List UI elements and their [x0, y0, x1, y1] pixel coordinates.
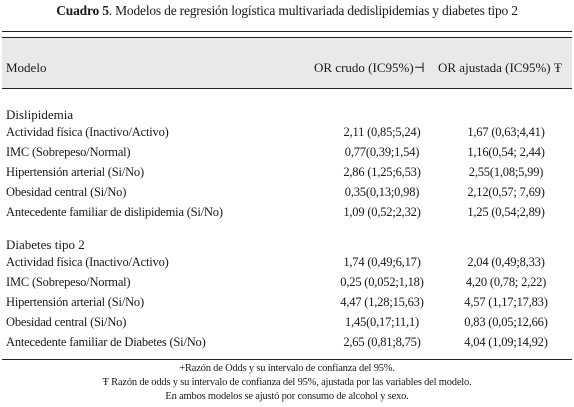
- table-row: Actividad física (Inactivo/Activo) 1,74 …: [2, 253, 572, 273]
- row-or-ajustada: 1,67 (0,63;4,41): [467, 125, 545, 139]
- row-or-crudo: 1,09 (0,52;2,32): [343, 205, 421, 219]
- caption-number: Cuadro 5: [56, 3, 109, 18]
- section-title-dislipidemia: Dislipidemia: [6, 107, 74, 122]
- row-or-ajustada: 0,83 (0,05;12,66): [464, 315, 548, 329]
- table-row: Actividad física (Inactivo/Activo) 2,11 …: [2, 123, 572, 143]
- header-or-ajustada: OR ajustada (IC95%) Ŧ: [438, 60, 562, 75]
- row-or-ajustada: 1,25 (0,54;2,89): [467, 205, 545, 219]
- table-row: Hipertensión arterial (Si/No) 4,47 (1,28…: [2, 293, 572, 313]
- row-variable: Actividad física (Inactivo/Activo): [6, 255, 169, 269]
- row-or-crudo: 2,11 (0,85;5,24): [343, 125, 421, 139]
- regression-table: Modelo OR crudo (IC95%)⊣ OR ajustada (IC…: [2, 31, 572, 360]
- row-or-crudo: 0,25 (0,052;1,18): [340, 275, 424, 289]
- row-or-ajustada: 2,12(0,57; 7,69): [467, 185, 545, 199]
- footnote-ajuste: En ambos modelos se ajustó por consumo d…: [165, 391, 409, 402]
- caption-text: . Modelos de regresión logística multiva…: [108, 3, 518, 18]
- row-variable: Antecedente familiar de Diabetes (Si/No): [6, 335, 206, 349]
- row-or-ajustada: 2,55(1,08;5,99): [468, 165, 544, 179]
- table-row: IMC (Sobrepeso/Normal) 0,77(0,39;1,54) 1…: [2, 143, 572, 163]
- footnote-ajustada: Ŧ Razón de odds y su intervalo de confia…: [102, 377, 472, 388]
- row-or-crudo: 2,86 (1,25;6,53): [343, 165, 421, 179]
- row-variable: IMC (Sobrepeso/Normal): [6, 145, 131, 159]
- row-variable: IMC (Sobrepeso/Normal): [6, 275, 131, 289]
- row-or-ajustada: 4,57 (1,17;17,83): [464, 295, 548, 309]
- row-or-crudo: 4,47 (1,28;15,63): [340, 295, 424, 309]
- table-header: Modelo OR crudo (IC95%)⊣ OR ajustada (IC…: [2, 37, 572, 89]
- row-variable: Hipertensión arterial (Si/No): [6, 165, 144, 179]
- row-variable: Hipertensión arterial (Si/No): [6, 295, 144, 309]
- row-or-crudo: 1,74 (0,49;6,17): [343, 255, 421, 269]
- row-or-ajustada: 2,04 (0,49;8,33): [467, 255, 545, 269]
- table-caption: Cuadro 5. Modelos de regresión logística…: [0, 3, 574, 19]
- row-or-ajustada: 4,20 (0,78; 2,22): [465, 275, 547, 289]
- footnote-crudo: +Razón de Odds y su intervalo de confian…: [179, 363, 395, 374]
- row-or-crudo: 1,45(0,17;11,1): [345, 315, 419, 329]
- table-row: Antecedente familiar de dislipidemia (Si…: [2, 203, 572, 223]
- section-title-diabetes: Diabetes tipo 2: [6, 237, 85, 252]
- row-or-ajustada: 1,16(0,54; 2,44): [467, 145, 545, 159]
- table-row: IMC (Sobrepeso/Normal) 0,25 (0,052;1,18)…: [2, 273, 572, 293]
- row-or-crudo: 0,35(0,13;0,98): [344, 185, 420, 199]
- row-variable: Obesidad central (Si/No): [6, 315, 127, 329]
- row-variable: Actividad física (Inactivo/Activo): [6, 125, 169, 139]
- table-row: Antecedente familiar de Diabetes (Si/No)…: [2, 333, 572, 353]
- row-variable: Obesidad central (Si/No): [6, 185, 127, 199]
- row-or-crudo: 0,77(0,39;1,54): [344, 145, 420, 159]
- header-or-crudo: OR crudo (IC95%)⊣: [314, 60, 425, 75]
- table-row: Obesidad central (Si/No) 1,45(0,17;11,1)…: [2, 313, 572, 333]
- row-or-ajustada: 4,04 (1,09;14,92): [464, 335, 548, 349]
- header-modelo: Modelo: [6, 60, 47, 75]
- table-row: Obesidad central (Si/No) 0,35(0,13;0,98)…: [2, 183, 572, 203]
- row-or-crudo: 2,65 (0,81;8,75): [343, 335, 421, 349]
- table-row: Hipertensión arterial (Si/No) 2,86 (1,25…: [2, 163, 572, 183]
- row-variable: Antecedente familiar de dislipidemia (Si…: [6, 205, 223, 219]
